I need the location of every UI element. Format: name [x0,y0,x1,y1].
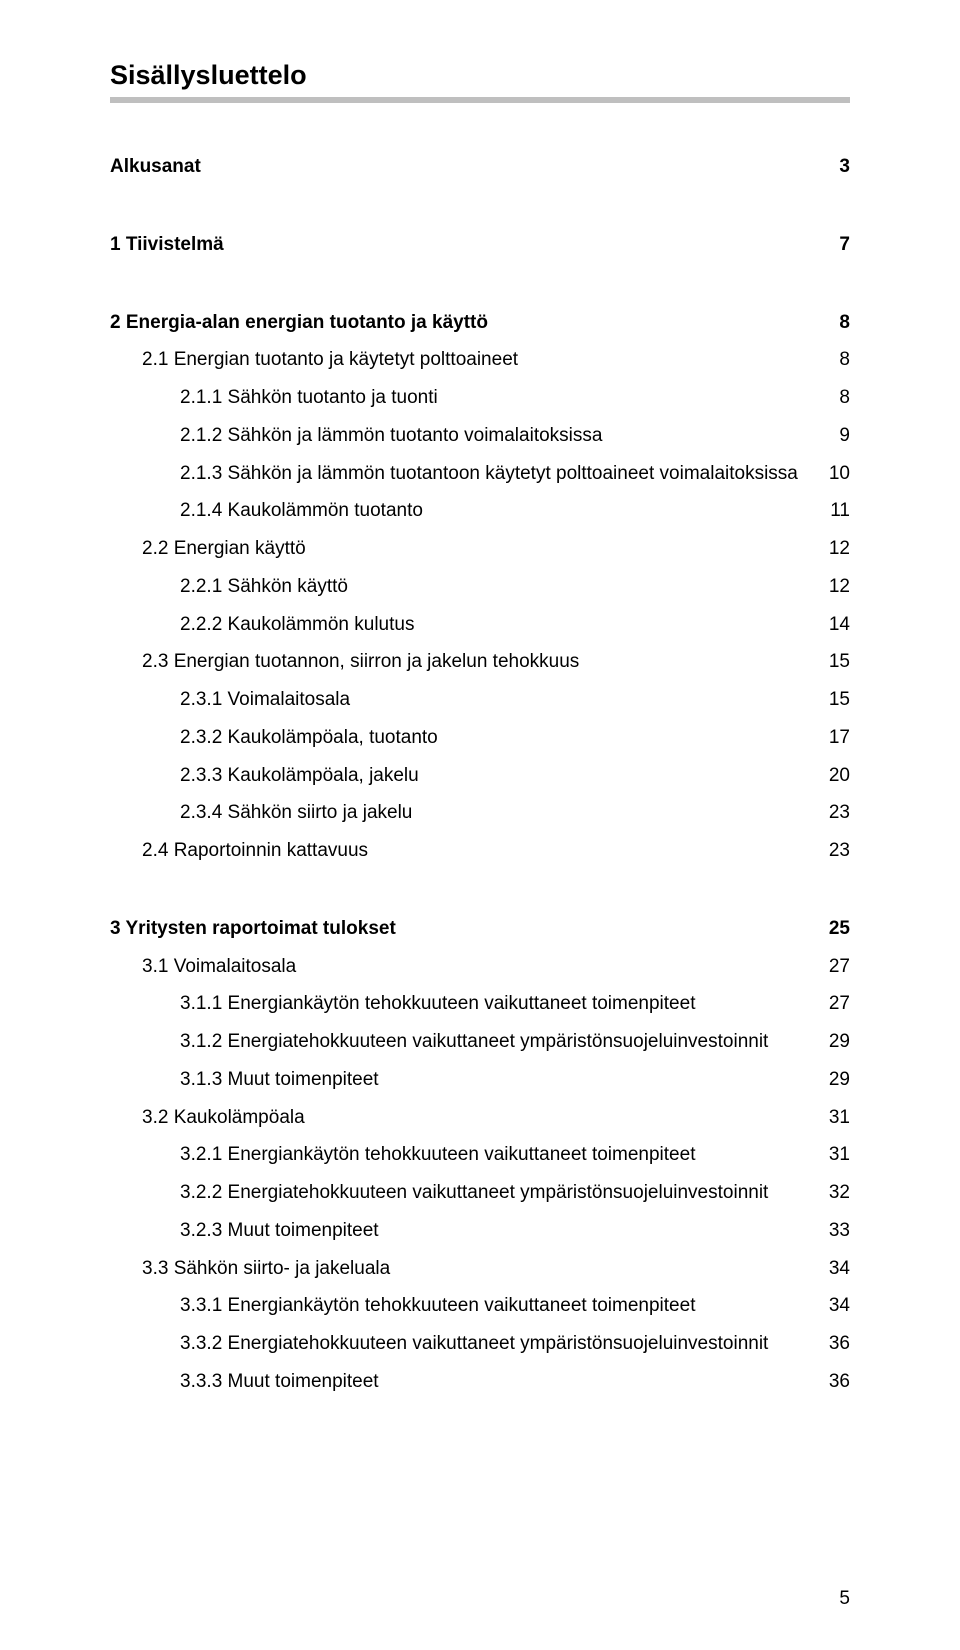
toc-entry-label: 2.4 Raportoinnin kattavuus [142,839,810,863]
toc-entry-label: 2.3.3 Kaukolämpöala, jakelu [180,764,810,788]
toc-entry: 3.2.3 Muut toimenpiteet33 [110,1219,850,1243]
toc-entry-page: 3 [810,155,850,179]
toc-entry-label: 3.2 Kaukolämpöala [142,1106,810,1130]
toc-entry-page: 8 [810,386,850,410]
toc-entry-page: 17 [810,726,850,750]
toc-entry-page: 23 [810,839,850,863]
toc-entry-page: 8 [810,311,850,335]
toc-entry: 3.3.2 Energiatehokkuuteen vaikuttaneet y… [110,1332,850,1356]
vertical-gap [110,877,850,917]
toc-entry: 2.3.2 Kaukolämpöala, tuotanto17 [110,726,850,750]
toc-entry-label: 3.1.3 Muut toimenpiteet [180,1068,810,1092]
toc-entry: Alkusanat3 [110,155,850,179]
toc-entry: 3.2 Kaukolämpöala31 [110,1106,850,1130]
toc-entry-label: 2.3 Energian tuotannon, siirron ja jakel… [142,650,810,674]
toc-entry-page: 27 [810,955,850,979]
toc-entry-label: 3.3 Sähkön siirto- ja jakeluala [142,1257,810,1281]
footer-page-number: 5 [839,1588,850,1610]
toc-entry: 2.1.4 Kaukolämmön tuotanto11 [110,499,850,523]
toc-entry: 2.4 Raportoinnin kattavuus23 [110,839,850,863]
toc-entry: 2.3.1 Voimalaitosala15 [110,688,850,712]
toc-entry-label: 2.1.3 Sähkön ja lämmön tuotantoon käytet… [180,462,810,486]
toc-entry: 2.2.1 Sähkön käyttö12 [110,575,850,599]
page: Sisällysluettelo Alkusanat3 1 Tiivistelmä… [0,0,960,1650]
toc-entry-page: 12 [810,537,850,561]
toc-entry: 2.3.4 Sähkön siirto ja jakelu23 [110,801,850,825]
toc-entry: 3.1.2 Energiatehokkuuteen vaikuttaneet y… [110,1030,850,1054]
toc-entry: 3.3 Sähkön siirto- ja jakeluala34 [110,1257,850,1281]
toc-entry: 3 Yritysten raportoimat tulokset25 [110,917,850,941]
toc-entry-page: 29 [810,1068,850,1092]
toc-entry: 3.2.1 Energiankäytön tehokkuuteen vaikut… [110,1143,850,1167]
toc-entry-label: 2.2.1 Sähkön käyttö [180,575,810,599]
toc-entry-label: 3.1 Voimalaitosala [142,955,810,979]
toc-entry-label: 3.2.1 Energiankäytön tehokkuuteen vaikut… [180,1143,810,1167]
toc-entry-label: 2.2 Energian käyttö [142,537,810,561]
toc-entry-page: 36 [810,1332,850,1356]
toc-entry-label: 3.3.2 Energiatehokkuuteen vaikuttaneet y… [180,1332,810,1356]
toc-entry-page: 11 [810,499,850,523]
toc-entry-label: 3 Yritysten raportoimat tulokset [110,917,810,941]
toc-entry-page: 23 [810,801,850,825]
toc-entry-page: 32 [810,1181,850,1205]
vertical-gap [110,271,850,311]
toc-entry-page: 31 [810,1143,850,1167]
toc-entry-label: 3.3.1 Energiankäytön tehokkuuteen vaikut… [180,1294,810,1318]
toc-title: Sisällysluettelo [110,60,850,91]
toc-entry-label: 2.1.1 Sähkön tuotanto ja tuonti [180,386,810,410]
toc-entry-label: 2.1.2 Sähkön ja lämmön tuotanto voimalai… [180,424,810,448]
toc-entry-label: 2.1 Energian tuotanto ja käytetyt poltto… [142,348,810,372]
toc-entry: 2.2.2 Kaukolämmön kulutus14 [110,613,850,637]
toc-entry: 2.2 Energian käyttö12 [110,537,850,561]
toc-entry-page: 31 [810,1106,850,1130]
toc-entry-label: 3.2.2 Energiatehokkuuteen vaikuttaneet y… [180,1181,810,1205]
toc-entry-page: 20 [810,764,850,788]
toc-list: Alkusanat3 1 Tiivistelmä7 2 Energia-alan e… [110,155,850,1394]
toc-entry: 2.1.2 Sähkön ja lämmön tuotanto voimalai… [110,424,850,448]
toc-entry-label: 3.2.3 Muut toimenpiteet [180,1219,810,1243]
toc-entry-page: 34 [810,1294,850,1318]
toc-entry-label: 1 Tiivistelmä [110,233,810,257]
toc-entry: 2 Energia-alan energian tuotanto ja käyt… [110,311,850,335]
toc-entry-page: 27 [810,992,850,1016]
toc-entry-label: 2.1.4 Kaukolämmön tuotanto [180,499,810,523]
toc-entry: 1 Tiivistelmä7 [110,233,850,257]
toc-entry: 3.1 Voimalaitosala27 [110,955,850,979]
toc-entry-page: 33 [810,1219,850,1243]
toc-entry-page: 8 [810,348,850,372]
toc-entry-page: 14 [810,613,850,637]
toc-entry-page: 9 [810,424,850,448]
toc-entry-page: 34 [810,1257,850,1281]
toc-entry-label: 2.3.4 Sähkön siirto ja jakelu [180,801,810,825]
toc-entry: 3.3.3 Muut toimenpiteet36 [110,1370,850,1394]
toc-entry: 2.1.1 Sähkön tuotanto ja tuonti8 [110,386,850,410]
toc-entry: 2.1.3 Sähkön ja lämmön tuotantoon käytet… [110,462,850,486]
toc-entry-label: 3.1.1 Energiankäytön tehokkuuteen vaikut… [180,992,810,1016]
toc-entry-label: 3.3.3 Muut toimenpiteet [180,1370,810,1394]
toc-entry-label: Alkusanat [110,155,810,179]
toc-entry-page: 29 [810,1030,850,1054]
toc-entry-label: 2 Energia-alan energian tuotanto ja käyt… [110,311,810,335]
vertical-gap [110,193,850,233]
toc-entry-label: 2.3.2 Kaukolämpöala, tuotanto [180,726,810,750]
toc-entry-label: 2.3.1 Voimalaitosala [180,688,810,712]
toc-entry-page: 15 [810,650,850,674]
toc-entry: 2.1 Energian tuotanto ja käytetyt poltto… [110,348,850,372]
toc-entry-page: 12 [810,575,850,599]
toc-entry-page: 25 [810,917,850,941]
title-underline [110,97,850,103]
toc-entry-label: 2.2.2 Kaukolämmön kulutus [180,613,810,637]
toc-entry-page: 7 [810,233,850,257]
toc-entry-page: 36 [810,1370,850,1394]
toc-entry: 3.1.3 Muut toimenpiteet29 [110,1068,850,1092]
toc-entry: 3.1.1 Energiankäytön tehokkuuteen vaikut… [110,992,850,1016]
toc-entry: 2.3 Energian tuotannon, siirron ja jakel… [110,650,850,674]
toc-entry: 2.3.3 Kaukolämpöala, jakelu20 [110,764,850,788]
toc-entry-page: 10 [810,462,850,486]
toc-entry-label: 3.1.2 Energiatehokkuuteen vaikuttaneet y… [180,1030,810,1054]
toc-entry: 3.3.1 Energiankäytön tehokkuuteen vaikut… [110,1294,850,1318]
toc-entry-page: 15 [810,688,850,712]
toc-entry: 3.2.2 Energiatehokkuuteen vaikuttaneet y… [110,1181,850,1205]
